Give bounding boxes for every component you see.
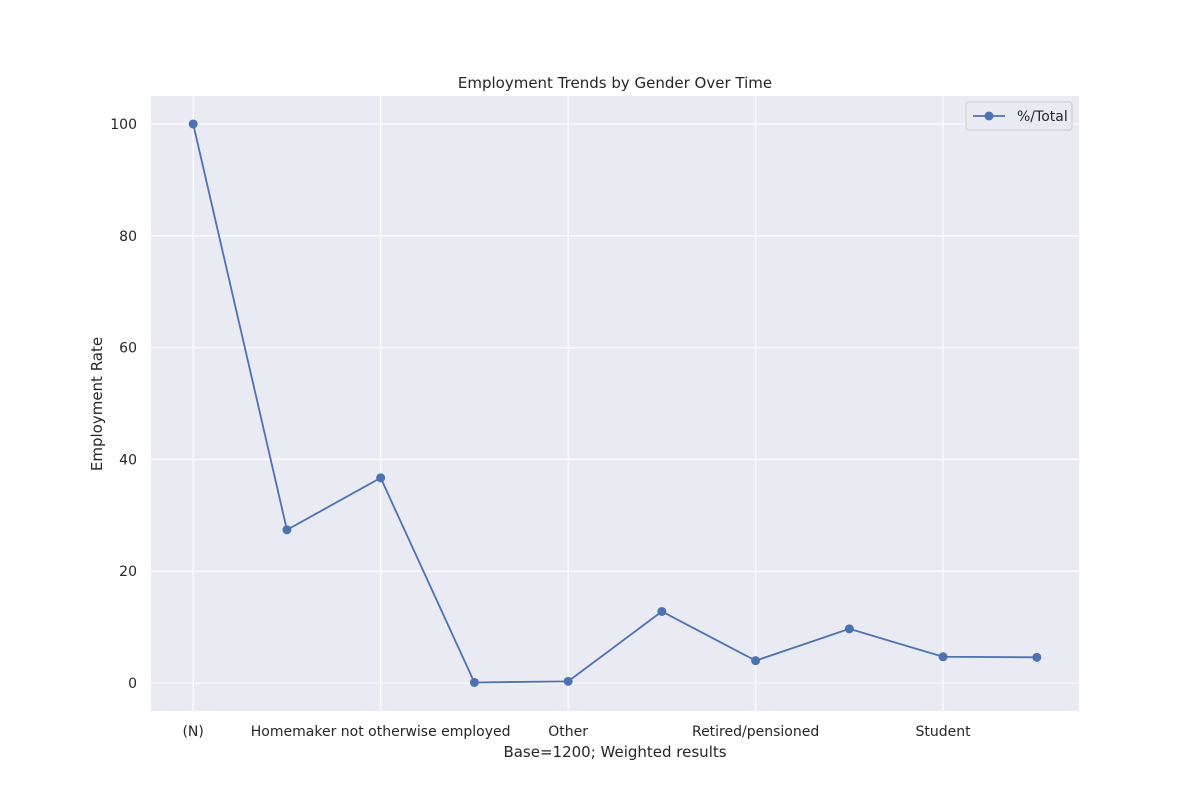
y-tick-label: 60 [119,341,137,357]
y-tick-labels: 0 20 40 60 80 100 [110,117,137,692]
x-tick-label: Retired/pensioned [692,724,819,740]
data-point [188,119,198,129]
data-point [844,624,854,634]
x-tick-label: Other [548,724,588,740]
chart-title: Employment Trends by Gender Over Time [458,74,772,92]
data-point [376,473,386,483]
data-point [1032,652,1042,662]
x-tick-label: Homemaker not otherwise employed [251,724,511,740]
y-tick-label: 100 [110,117,137,133]
y-tick-label: 0 [128,676,137,692]
legend-point-marker [984,111,994,121]
x-tick-labels: (N) Homemaker not otherwise employed Other… [182,724,971,740]
grid [151,96,1079,711]
data-point [938,652,948,662]
y-axis-label: Employment Rate [88,337,106,471]
series-points [188,119,1042,687]
plot-area [151,96,1079,711]
x-tick-label: Student [916,724,972,740]
data-point [282,525,292,535]
data-point [657,606,667,616]
x-tick-label: (N) [182,724,203,740]
y-tick-label: 40 [119,452,137,468]
legend: %/Total [965,101,1073,131]
data-point [563,676,573,686]
x-axis-label: Base=1200; Weighted results [503,743,726,761]
series-line [192,123,1037,684]
data-point [751,656,761,666]
series-lines [192,123,1037,684]
legend-label: %/Total [1017,109,1068,125]
y-tick-label: 80 [119,229,137,245]
y-tick-label: 20 [119,564,137,580]
legend-box [965,101,1073,131]
data-point [469,677,479,687]
